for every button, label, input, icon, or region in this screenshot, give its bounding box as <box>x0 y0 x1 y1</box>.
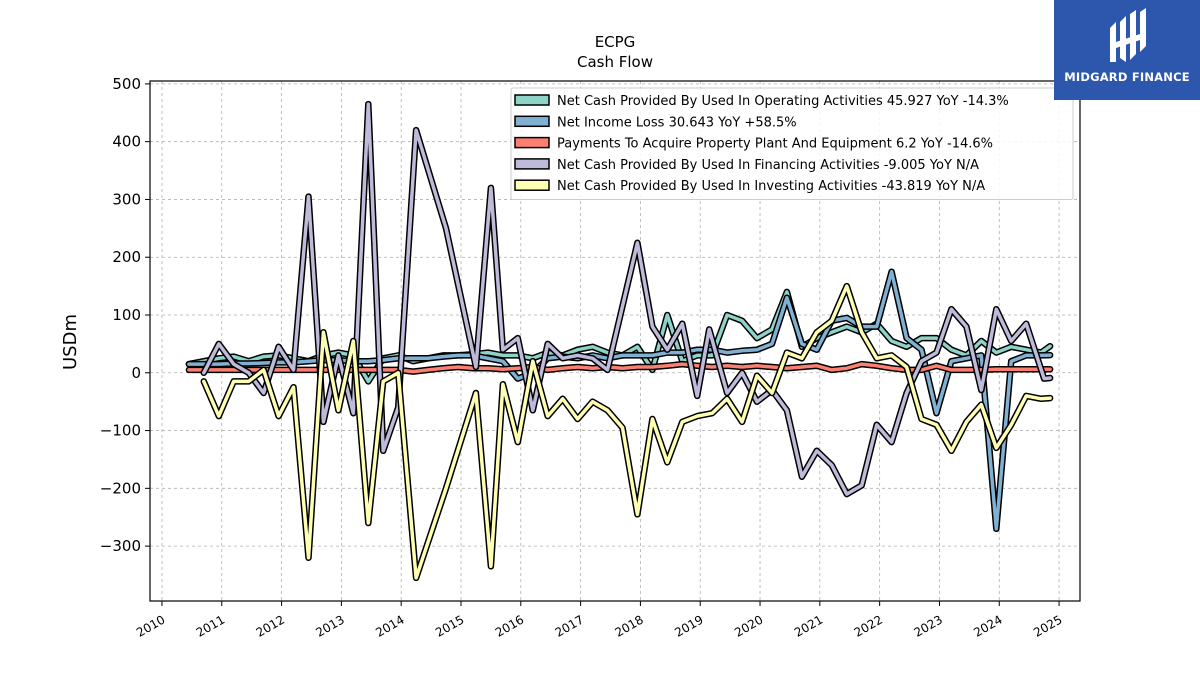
plot-frame <box>149 80 1081 602</box>
legend: Net Cash Provided By Used In Operating A… <box>510 87 1074 200</box>
series-line-4 <box>200 100 1054 498</box>
series-stroke <box>202 102 1052 496</box>
y-tick-label: 200 <box>112 248 141 266</box>
legend-swatch <box>514 158 550 170</box>
series-lines <box>185 100 1054 582</box>
y-axis-label: USDm <box>60 314 81 370</box>
legend-entry-label: Net Income Loss 30.643 YoY +58.5% <box>557 115 797 130</box>
legend-swatch <box>514 94 550 106</box>
y-tick-label: −200 <box>100 479 141 497</box>
y-tick-label: 300 <box>112 190 141 208</box>
chart-subtitle: Cash Flow <box>577 53 653 71</box>
logo-brand-name: MIDGARD FINANCE <box>1064 70 1190 84</box>
y-tick-label: 500 <box>112 75 141 93</box>
legend-entry-label: Payments To Acquire Property Plant And E… <box>557 137 993 152</box>
chart-title: ECPG <box>595 33 636 51</box>
legend-swatch <box>514 179 550 191</box>
legend-swatch <box>514 115 550 128</box>
legend-entry-label: Net Cash Provided By Used In Investing A… <box>557 179 985 194</box>
y-axis: 500 400 300 200 100 0 −100 −200 −300 <box>100 75 150 555</box>
legend-box <box>510 87 1074 200</box>
y-tick-label: 100 <box>112 306 141 324</box>
series-line-5 <box>200 282 1054 582</box>
logo-emblem-icon <box>1110 8 1146 62</box>
series-line-3 <box>185 360 1054 375</box>
series-stroke <box>202 284 1052 580</box>
series-stroke <box>187 362 1052 374</box>
y-tick-label: 400 <box>112 133 141 151</box>
legend-entry-label: Net Cash Provided By Used In Financing A… <box>557 158 979 173</box>
y-tick-label: −300 <box>100 537 141 555</box>
legend-entry-label: Net Cash Provided By Used In Operating A… <box>557 94 1009 109</box>
series-stroke <box>187 269 1052 531</box>
series-line-2 <box>185 268 1054 533</box>
y-tick-label: −100 <box>100 422 141 440</box>
legend-swatch <box>514 136 550 149</box>
midgard-finance-logo: MIDGARD FINANCE <box>1054 0 1200 100</box>
y-tick-label: 0 <box>131 364 141 382</box>
